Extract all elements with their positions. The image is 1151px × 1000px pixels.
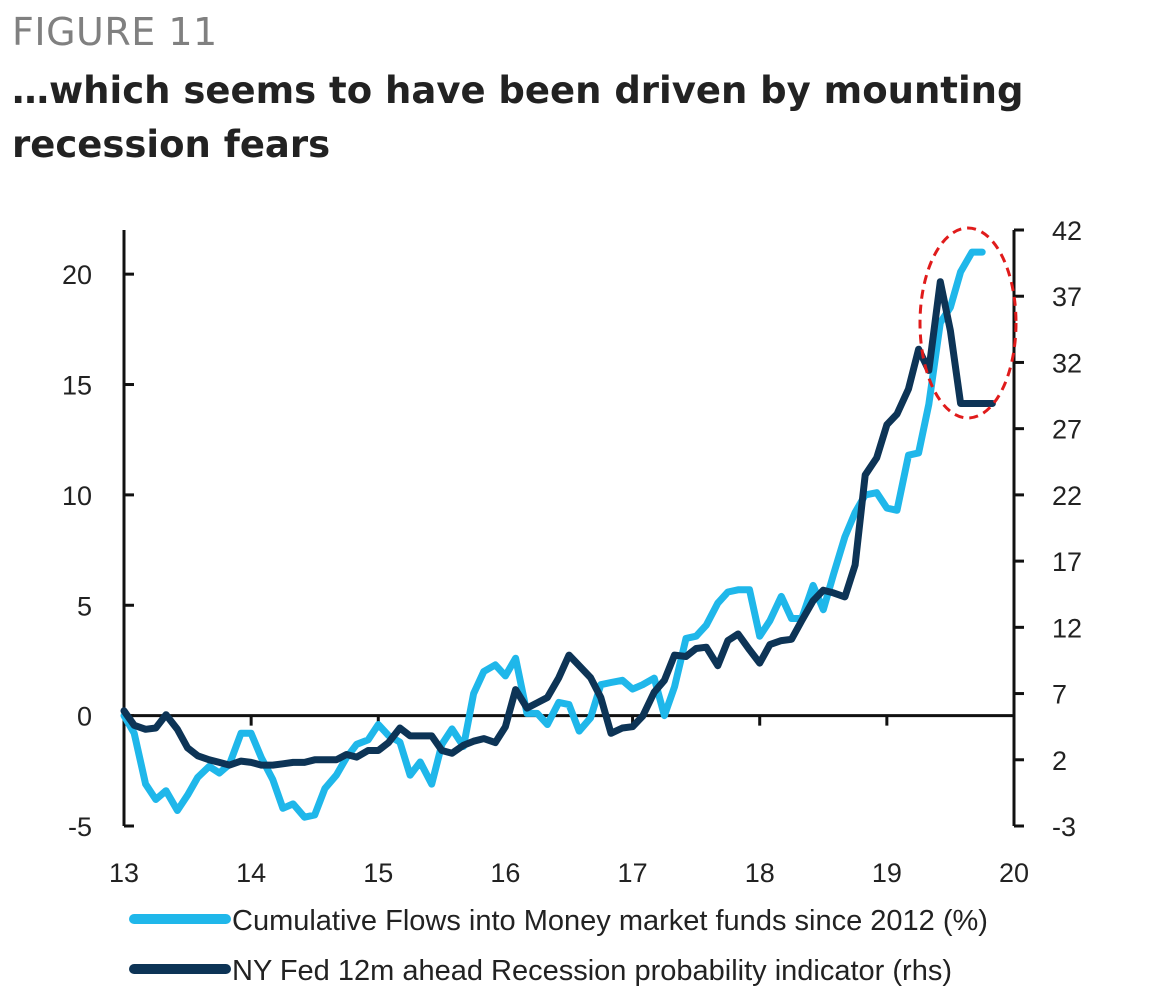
x-tick-label: 16 — [490, 858, 520, 888]
right-y-tick-label: 22 — [1052, 481, 1082, 511]
x-tick-label: 20 — [999, 858, 1029, 888]
series-line-mmf-flows — [120, 248, 986, 821]
left-y-tick-label: 10 — [62, 481, 92, 511]
right-y-tick-label: 42 — [1052, 216, 1082, 246]
left-y-tick-label: 15 — [62, 371, 92, 401]
right-y-tick-label: 12 — [1052, 613, 1082, 643]
right-y-tick-label: 27 — [1052, 415, 1082, 445]
x-tick-label: 15 — [363, 858, 393, 888]
right-y-tick-label: 32 — [1052, 348, 1082, 378]
chart-legend: Cumulative Flows into Money market funds… — [129, 905, 988, 987]
series-line-recession-probability — [120, 278, 996, 769]
left-y-tick-label: 0 — [77, 702, 92, 732]
x-tick-label: 19 — [872, 858, 902, 888]
legend-label-recession-probability: NY Fed 12m ahead Recession probability i… — [232, 955, 952, 987]
x-tick-label: 18 — [745, 858, 775, 888]
left-y-tick-label: -5 — [68, 812, 92, 842]
right-y-tick-label: 7 — [1052, 680, 1067, 710]
chart-axes — [122, 230, 1016, 826]
x-tick-label: 13 — [109, 858, 139, 888]
highlight-ellipse — [918, 226, 1018, 420]
chart-ticks: 13 14 15 16 17 18 19 20-505101520-3271217222732… — [62, 216, 1082, 888]
x-tick-label: 14 — [236, 858, 266, 888]
x-tick-label: 17 — [618, 858, 648, 888]
chart-series — [120, 248, 996, 821]
right-y-tick-label: -3 — [1052, 812, 1076, 842]
legend-label-mmf-flows: Cumulative Flows into Money market funds… — [232, 905, 988, 937]
right-y-tick-label: 37 — [1052, 282, 1082, 312]
right-y-tick-label: 17 — [1052, 547, 1082, 577]
left-y-tick-label: 5 — [77, 591, 92, 621]
right-y-tick-label: 2 — [1052, 746, 1067, 776]
figure-title: …which seems to have been driven by moun… — [12, 69, 1024, 166]
left-y-tick-label: 20 — [62, 260, 92, 290]
figure-label: FIGURE 11 — [12, 10, 218, 54]
